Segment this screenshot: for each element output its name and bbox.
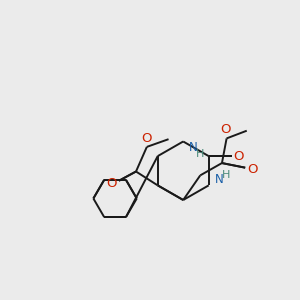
Text: O: O <box>247 163 257 176</box>
Text: H: H <box>196 149 204 159</box>
Text: O: O <box>234 150 244 163</box>
Text: N: N <box>189 141 198 154</box>
Text: H: H <box>222 169 230 180</box>
Text: O: O <box>107 177 117 190</box>
Text: N: N <box>214 173 223 186</box>
Text: O: O <box>220 123 231 136</box>
Text: O: O <box>141 132 151 145</box>
